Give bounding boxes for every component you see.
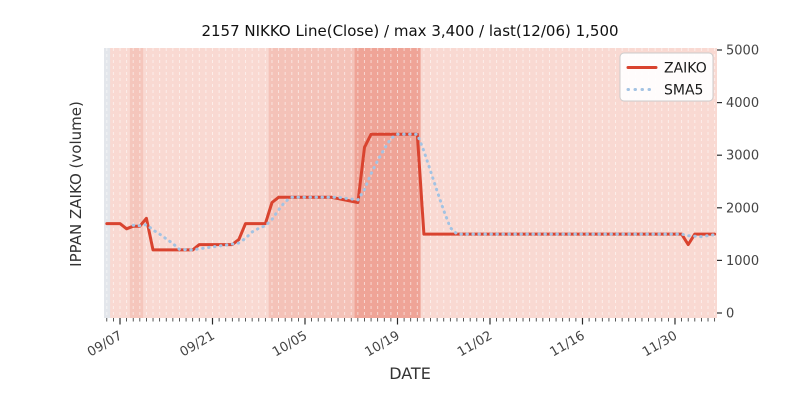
shaded-band (354, 48, 421, 318)
y-tick-label: 0 (726, 307, 734, 322)
sma5-line (131, 132, 717, 252)
y-tick-label: 2000 (726, 201, 759, 216)
x-axis-label: DATE (389, 364, 431, 383)
chart-title: 2157 NIKKO Line(Close) / max 3,400 / las… (201, 22, 618, 40)
x-tick-label: 11/02 (455, 328, 495, 360)
svg-text:09/21: 09/21 (178, 328, 218, 360)
x-tick-label: 11/16 (548, 328, 588, 360)
svg-text:11/30: 11/30 (640, 328, 680, 360)
x-tick-label: 09/21 (178, 328, 218, 360)
legend: ZAIKO SMA5 (619, 52, 714, 102)
svg-text:11/16: 11/16 (548, 328, 588, 360)
y-tick-label: 1000 (726, 254, 759, 269)
svg-text:10/19: 10/19 (363, 328, 403, 360)
axes-ticks: 0 1000 2000 3000 4000 5000 09/07 09/21 10/05 10/1… (85, 44, 759, 361)
x-tick-label: 10/19 (363, 328, 403, 360)
x-tick-label: 09/07 (85, 328, 125, 360)
y-tick-label: 4000 (726, 96, 759, 111)
y-tick-label: 5000 (726, 44, 759, 59)
shaded-band (129, 48, 144, 318)
svg-text:10/05: 10/05 (270, 328, 310, 360)
x-tick-label: 11/30 (640, 328, 680, 360)
x-tick-label: 10/05 (270, 328, 310, 360)
legend-label-zaiko: ZAIKO (664, 61, 707, 77)
y-axis-label: IPPAN ZAIKO (volume) (67, 101, 85, 267)
svg-text:09/07: 09/07 (85, 328, 125, 360)
series-lines (105, 132, 717, 252)
y-tick-label: 3000 (726, 149, 759, 164)
svg-text:11/02: 11/02 (455, 328, 495, 360)
legend-label-sma5: SMA5 (664, 83, 703, 99)
daily-gridlines (106, 48, 716, 318)
